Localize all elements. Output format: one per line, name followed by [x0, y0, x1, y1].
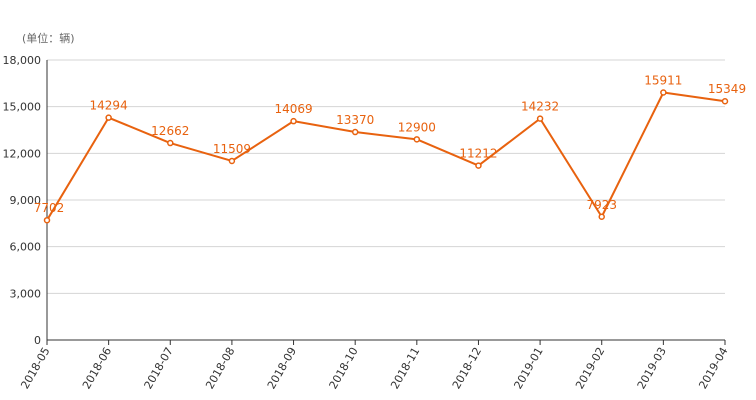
y-tick-label: 6,000 [10, 241, 42, 254]
data-point[interactable] [721, 97, 729, 105]
data-point[interactable] [475, 162, 482, 169]
y-tick-label: 12,000 [3, 147, 42, 160]
x-tick-label: 2018-09 [265, 345, 299, 391]
x-tick-label: 2018-05 [18, 345, 52, 391]
data-label: 15349 [708, 82, 746, 96]
x-tick-label: 2018-07 [142, 345, 176, 391]
y-axis: 0 3,000 6,000 9,000 12,000 15,000 18,000 [3, 54, 48, 347]
data-point[interactable] [536, 115, 544, 122]
data-label: 14232 [521, 100, 559, 114]
y-tick-label: 0 [34, 334, 41, 347]
data-point[interactable] [598, 213, 605, 221]
x-axis: 2018-05 2018-06 2018-07 2018-08 2018-09 2018-… [18, 339, 731, 391]
data-point[interactable] [660, 89, 667, 96]
x-tick-label: 2019-03 [635, 345, 669, 391]
data-point[interactable] [290, 117, 297, 125]
data-points [43, 89, 729, 224]
data-label: 14294 [90, 99, 128, 113]
data-point[interactable] [228, 157, 236, 165]
y-tick-label: 3,000 [10, 287, 42, 300]
y-tick-label: 9,000 [10, 194, 42, 207]
data-point[interactable] [167, 139, 174, 147]
unit-label: (单位：辆) [22, 32, 75, 45]
data-point[interactable] [105, 114, 112, 121]
data-point[interactable] [43, 216, 51, 224]
data-label: 12900 [398, 120, 436, 134]
x-tick-label: 2018-12 [450, 345, 484, 391]
y-tick-label: 15,000 [3, 101, 42, 114]
y-tick-label: 18,000 [3, 54, 42, 67]
data-label: 7923 [586, 198, 617, 212]
x-tick-label: 2019-02 [573, 345, 607, 391]
data-point[interactable] [413, 136, 421, 143]
data-label: 12662 [151, 124, 189, 138]
gridlines [47, 59, 725, 294]
x-tick-label: 2019-01 [511, 345, 545, 391]
data-label: 11212 [459, 147, 497, 161]
series-line [46, 91, 726, 221]
series-polyline [46, 91, 726, 221]
data-point[interactable] [351, 128, 359, 136]
data-label: 11509 [213, 142, 251, 156]
data-labels: 7702 14294 12662 11509 14069 13370 12900 11212 1… [34, 73, 746, 215]
data-label: 7702 [34, 201, 65, 215]
data-label: 15911 [644, 73, 682, 87]
data-label: 13370 [336, 113, 374, 127]
data-label: 14069 [274, 102, 312, 116]
x-tick-label: 2018-08 [203, 345, 237, 391]
x-tick-label: 2018-11 [388, 345, 422, 391]
x-tick-label: 2019-04 [696, 345, 730, 391]
x-tick-label: 2018-10 [327, 345, 361, 391]
x-tick-label: 2018-06 [80, 345, 114, 391]
